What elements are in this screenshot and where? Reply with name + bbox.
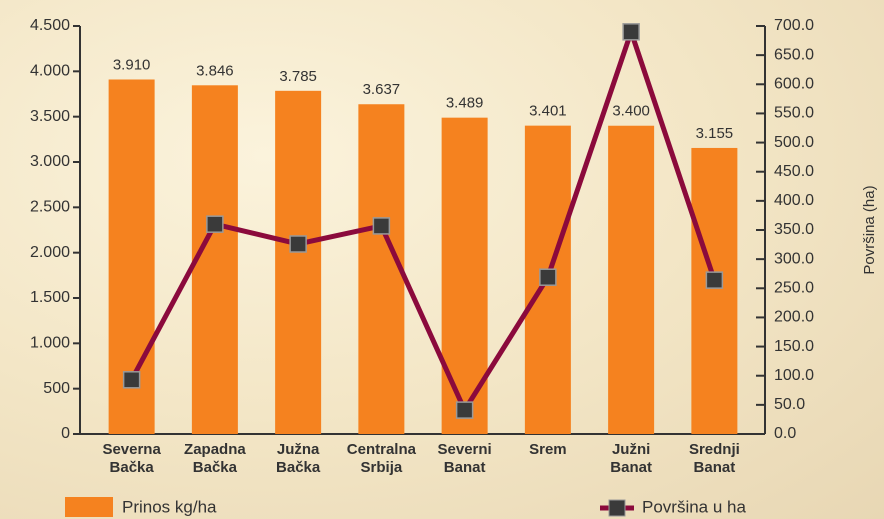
y-tick-label: 1.000 xyxy=(30,335,70,352)
y2-tick-label: 600.0 xyxy=(774,76,814,93)
legend-swatch xyxy=(65,497,113,517)
chart: Površina (ha) 0 500 1.000 1.500 2.000 2.500 3.… xyxy=(0,0,884,519)
bar xyxy=(192,85,238,434)
y2-tick-label: 300.0 xyxy=(774,250,814,267)
y-tick-label: 4.000 xyxy=(30,63,70,80)
x-tick-label: Srednji Banat xyxy=(672,441,756,477)
legend-marker xyxy=(609,500,625,516)
bar xyxy=(608,126,654,434)
value-label: 3.155 xyxy=(696,125,734,142)
marker xyxy=(207,216,223,232)
x-tick-label: Severna Bačka xyxy=(90,441,174,477)
x-tick-label: Zapadna Bačka xyxy=(173,441,257,477)
y2-tick-label: 150.0 xyxy=(774,338,814,355)
value-label: 3.401 xyxy=(529,103,567,120)
value-label: 3.489 xyxy=(446,95,484,112)
bar xyxy=(358,104,404,434)
marker xyxy=(623,24,639,40)
marker xyxy=(373,218,389,234)
marker xyxy=(457,402,473,418)
y2-tick-label: 200.0 xyxy=(774,309,814,326)
marker xyxy=(124,372,140,388)
y-tick-label: 3.500 xyxy=(30,108,70,125)
marker xyxy=(706,272,722,288)
y-tick-label: 500 xyxy=(43,380,70,397)
value-label: 3.785 xyxy=(279,68,317,85)
y2-tick-label: 350.0 xyxy=(774,221,814,238)
y2-tick-label: 400.0 xyxy=(774,192,814,209)
y-tick-label: 1.500 xyxy=(30,289,70,306)
value-label: 3.637 xyxy=(363,81,401,98)
y2-tick-label: 50.0 xyxy=(774,396,805,413)
x-tick-label: Centralna Srbija xyxy=(339,441,423,477)
y-tick-label: 2.000 xyxy=(30,244,70,261)
y-tick-label: 4.500 xyxy=(30,17,70,34)
value-label: 3.846 xyxy=(196,62,234,79)
y2-tick-label: 450.0 xyxy=(774,163,814,180)
value-label: 3.400 xyxy=(612,103,650,120)
y-tick-label: 2.500 xyxy=(30,199,70,216)
bar xyxy=(691,148,737,434)
value-label: 3.910 xyxy=(113,56,151,73)
y2-tick-label: 0.0 xyxy=(774,425,796,442)
y2-tick-label: 100.0 xyxy=(774,367,814,384)
x-tick-label: Južna Bačka xyxy=(256,441,340,477)
y2-tick-label: 700.0 xyxy=(774,17,814,34)
y-tick-label: 3.000 xyxy=(30,153,70,170)
y2-tick-label: 650.0 xyxy=(774,46,814,63)
y2-tick-label: 250.0 xyxy=(774,280,814,297)
y2-tick-label: 500.0 xyxy=(774,134,814,151)
marker xyxy=(290,236,306,252)
x-tick-label: Južni Banat xyxy=(589,441,673,477)
y2-tick-label: 550.0 xyxy=(774,105,814,122)
x-tick-label: Severni Banat xyxy=(423,441,507,477)
bar xyxy=(275,91,321,434)
marker xyxy=(540,269,556,285)
legend-label: Površina u ha xyxy=(642,497,746,516)
x-tick-label: Srem xyxy=(506,441,590,459)
y-tick-label: 0 xyxy=(61,425,70,442)
legend-label: Prinos kg/ha xyxy=(122,497,217,516)
y2-axis-title: Površina (ha) xyxy=(861,185,878,274)
